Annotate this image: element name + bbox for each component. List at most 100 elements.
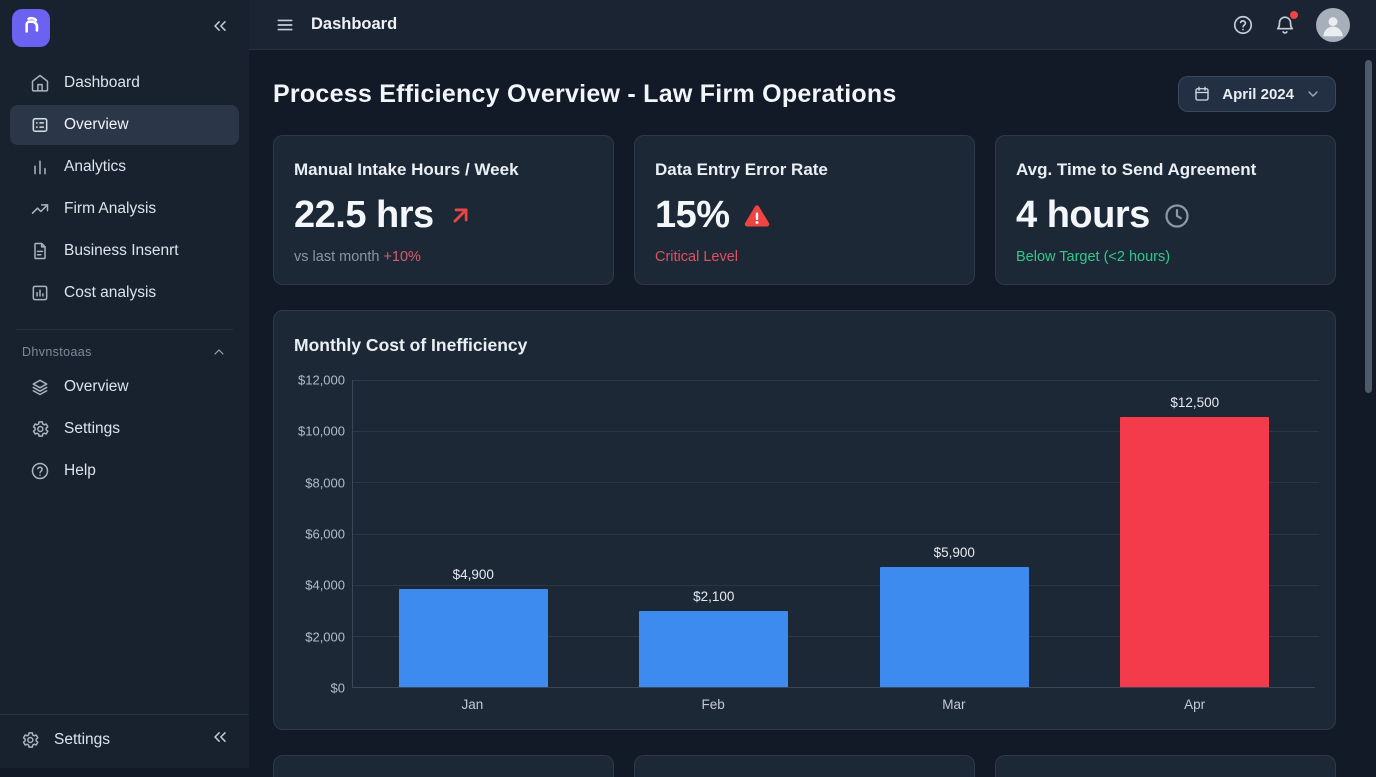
sidebar-item-overview[interactable]: Overview (10, 105, 239, 145)
sidebar-main-nav: Dashboard Overview Analytics Firm Analysis B… (0, 62, 249, 314)
menu-button[interactable] (275, 15, 295, 35)
sidebar-item-label: Analytics (64, 158, 127, 175)
kpi-title: Data Entry Error Rate (655, 160, 828, 179)
page-header: Process Efficiency Overview - Law Firm O… (273, 76, 1336, 112)
calendar-icon (1193, 85, 1211, 103)
y-axis-tick: $8,000 (305, 475, 345, 491)
topbar-title: Dashboard (311, 15, 398, 33)
scrollbar-thumb[interactable] (1365, 60, 1372, 393)
x-axis-label: Jan (461, 697, 484, 712)
sidebar-item-label: Help (64, 462, 96, 479)
help-circle-icon (1232, 14, 1254, 36)
topbar-actions (1232, 7, 1350, 42)
user-avatar[interactable] (1316, 7, 1350, 42)
sidebar-item-label: Settings (64, 420, 121, 437)
chevron-down-icon (1305, 86, 1321, 102)
y-axis-tick: $0 (330, 680, 345, 696)
sidebar-item-label: Business Insenrt (64, 242, 179, 259)
sidebar-item-label: Overview (64, 116, 129, 133)
topbar: Dashboard (249, 0, 1376, 50)
sidebar-collapse-button[interactable] (210, 16, 230, 41)
nav-section-header[interactable]: Dhvnstoaas (0, 334, 249, 364)
kpi-subtext: Critical Level (655, 249, 954, 265)
sidebar-secondary-nav: Overview Settings Help (0, 366, 249, 492)
sidebar-item-label: Cost analysis (64, 284, 157, 301)
y-axis-tick: $12,000 (298, 372, 345, 388)
bell-icon (1274, 14, 1296, 36)
bar-feb (639, 611, 789, 687)
sidebar: Dashboard Overview Analytics Firm Analysis B… (0, 0, 249, 768)
bar-value-label: $5,900 (933, 545, 975, 561)
bar-chart-icon (30, 157, 50, 177)
sidebar-item-label: Firm Analysis (64, 200, 157, 217)
help-circle-icon (30, 461, 50, 481)
sidebar-item-cost-analysis[interactable]: Cost analysis (10, 273, 239, 313)
gridline (353, 533, 1319, 535)
chart-square-icon (30, 283, 50, 303)
sidebar-item-analytics[interactable]: Analytics (10, 147, 239, 187)
kpi-subtext-accent: +10% (383, 249, 421, 265)
warning-triangle-icon (743, 202, 771, 230)
sidebar-item-business-insenrt[interactable]: Business Insenrt (10, 231, 239, 271)
partial-card (995, 755, 1336, 777)
user-icon (1318, 10, 1348, 40)
kpi-value-row: 22.5 hrs (294, 194, 593, 237)
app-logo[interactable] (12, 9, 50, 47)
chevrons-left-icon (210, 727, 230, 752)
layout-list-icon (30, 115, 50, 135)
bar-value-label: $12,500 (1170, 394, 1220, 410)
gridline (353, 380, 1319, 381)
layers-icon (30, 377, 50, 397)
y-axis: $12,000 $10,000 $8,000 $6,000 $4,000 $2,000 $0 (294, 373, 352, 696)
sidebar-footer-settings[interactable]: Settings (10, 730, 120, 750)
home-icon (30, 73, 50, 93)
bar-slot: $4,900 (353, 380, 594, 687)
gridline (353, 635, 1319, 637)
kpi-subtext: Below Target (<2 hours) (1016, 249, 1315, 265)
x-axis-label: Mar (942, 697, 966, 712)
gridline (353, 431, 1319, 433)
file-text-icon (30, 241, 50, 261)
date-range-selector[interactable]: April 2024 (1178, 76, 1336, 112)
plot-area: $4,900 $2,100 $5,900 $12,500 (352, 380, 1319, 688)
sidebar-footer-collapse-button[interactable] (210, 727, 230, 752)
kpi-subtext-accent: Critical Level (655, 249, 738, 265)
help-button[interactable] (1232, 14, 1254, 36)
gridline (353, 482, 1319, 484)
notification-dot (1290, 10, 1298, 19)
sidebar-item-label: Overview (64, 378, 129, 395)
main-area: Dashboard Process Efficiency Overview - … (249, 0, 1376, 777)
chart-card: Monthly Cost of Inefficiency $12,000 $10,… (273, 310, 1336, 730)
bar-chart: $12,000 $10,000 $8,000 $6,000 $4,000 $2,000 $0… (294, 373, 1319, 712)
kpi-value: 22.5 hrs (294, 194, 434, 236)
sidebar-divider (16, 329, 233, 330)
chart-title: Monthly Cost of Inefficiency (294, 335, 528, 355)
kpi-card: Data Entry Error Rate 15% Critical Level (634, 135, 975, 285)
sidebar-item-overview[interactable]: Overview (10, 367, 239, 407)
bar-slot: $5,900 (834, 380, 1075, 687)
sidebar-item-help[interactable]: Help (10, 451, 239, 491)
sidebar-item-label: Dashboard (64, 74, 140, 91)
sidebar-footer: Settings (0, 714, 249, 768)
x-axis-label: Apr (1184, 697, 1206, 712)
logo-icon (18, 13, 44, 44)
kpi-title: Avg. Time to Send Agreement (1016, 160, 1257, 179)
trending-up-icon (30, 199, 50, 219)
y-axis-tick: $2,000 (305, 629, 345, 645)
notifications-button[interactable] (1274, 10, 1298, 36)
partial-card (273, 755, 614, 777)
plot-wrap: $4,900 $2,100 $5,900 $12,500 Jan Feb Mar Apr (352, 380, 1319, 712)
bar-slot: $12,500 (1075, 380, 1316, 687)
bar-value-label: $2,100 (693, 589, 735, 605)
clock-icon (1163, 202, 1191, 230)
chevron-up-icon (211, 344, 227, 360)
sidebar-item-dashboard[interactable]: Dashboard (10, 63, 239, 103)
kpi-value-row: 15% (655, 194, 954, 237)
bar-mar (879, 567, 1029, 687)
partial-card (634, 755, 975, 777)
x-axis-label: Feb (701, 697, 725, 712)
sidebar-item-firm-analysis[interactable]: Firm Analysis (10, 189, 239, 229)
sidebar-item-settings[interactable]: Settings (10, 409, 239, 449)
date-range-label: April 2024 (1222, 85, 1294, 103)
